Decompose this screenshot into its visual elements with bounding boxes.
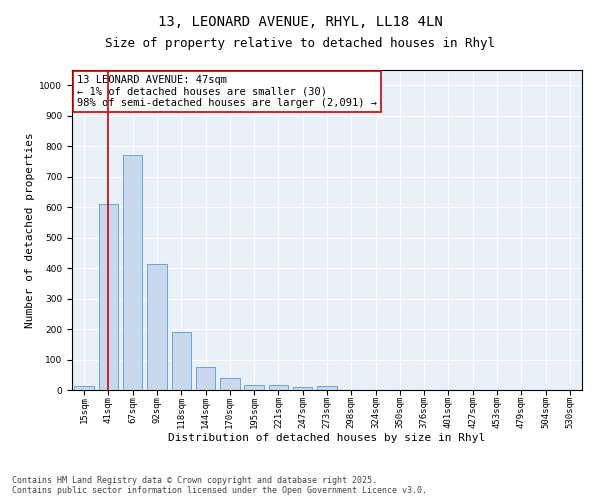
Y-axis label: Number of detached properties: Number of detached properties	[25, 132, 35, 328]
Text: Size of property relative to detached houses in Rhyl: Size of property relative to detached ho…	[105, 38, 495, 51]
Text: Contains HM Land Registry data © Crown copyright and database right 2025.
Contai: Contains HM Land Registry data © Crown c…	[12, 476, 427, 495]
Bar	[317, 386, 337, 390]
Bar	[196, 367, 215, 390]
Bar	[99, 204, 118, 390]
Bar	[147, 264, 167, 390]
Bar	[244, 384, 264, 390]
Bar	[293, 387, 313, 390]
X-axis label: Distribution of detached houses by size in Rhyl: Distribution of detached houses by size …	[169, 432, 485, 442]
Text: 13 LEONARD AVENUE: 47sqm
← 1% of detached houses are smaller (30)
98% of semi-de: 13 LEONARD AVENUE: 47sqm ← 1% of detache…	[77, 75, 377, 108]
Bar	[123, 156, 142, 390]
Bar	[220, 378, 239, 390]
Bar	[172, 332, 191, 390]
Bar	[74, 386, 94, 390]
Text: 13, LEONARD AVENUE, RHYL, LL18 4LN: 13, LEONARD AVENUE, RHYL, LL18 4LN	[158, 15, 442, 29]
Bar	[269, 386, 288, 390]
